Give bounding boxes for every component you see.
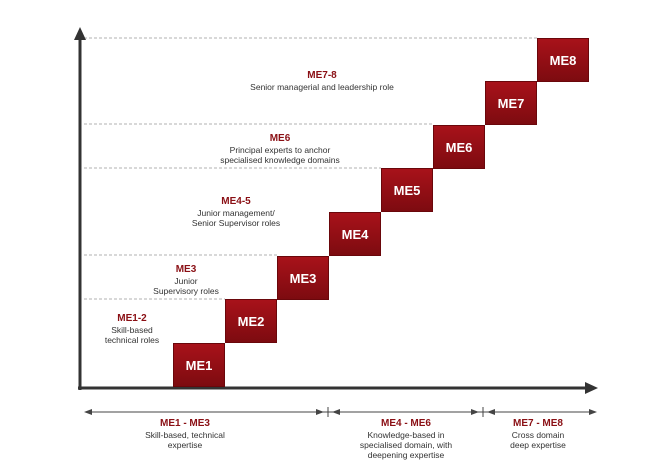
band-code: ME4 - ME6 [380,418,431,429]
step-me8: ME8 [537,38,589,82]
level-me1-2: ME1-2 Skill-based technical roles [42,313,222,345]
band-desc: Skill-based, technical expertise [145,430,225,450]
band-desc: Cross domain deep expertise [510,430,566,450]
level-desc: Skill-based technical roles [104,325,160,345]
level-desc: Junior Supervisory roles [153,276,219,296]
band-code: ME7 - ME8 [512,418,563,429]
step-me7: ME7 [485,81,537,125]
band-arrow-left [84,409,92,415]
level-me7-8: ME7-8 Senior managerial and leadership r… [222,70,422,92]
step-me5: ME5 [381,168,433,212]
level-code: ME7-8 [307,70,337,81]
level-desc: Principal experts to anchor specialised … [220,145,340,165]
step-me3: ME3 [277,256,329,300]
step-me4: ME4 [329,212,381,256]
band-me7-me8: ME7 - ME8 Cross domain deep expertise [488,418,588,450]
level-code: ME3 [175,264,197,275]
band-me4-me6: ME4 - ME6 Knowledge-based in specialised… [336,418,476,460]
band-desc: Knowledge-based in specialised domain, w… [359,430,453,460]
band-me1-me3: ME1 - ME3 Skill-based, technical experti… [120,418,250,450]
level-me4-5: ME4-5 Junior management/ Senior Supervis… [146,196,326,228]
step-me6: ME6 [433,125,485,169]
level-desc: Junior management/ Senior Supervisor rol… [191,208,281,228]
band-arrow-mid2-left [471,409,479,415]
level-code: ME6 [269,133,291,144]
y-axis-arrowhead [74,27,86,40]
step-me1: ME1 [173,343,225,387]
level-desc: Senior managerial and leadership role [250,82,394,92]
band-arrow-mid1-right [332,409,340,415]
x-axis-arrowhead [585,382,598,394]
band-arrow-mid1-left [316,409,324,415]
band-arrow-right [589,409,597,415]
band-code: ME1 - ME3 [159,418,210,429]
level-me3: ME3 Junior Supervisory roles [96,264,276,296]
level-code: ME4-5 [221,196,251,207]
level-code: ME1-2 [117,313,147,324]
band-arrow-mid2-right [487,409,495,415]
step-me2: ME2 [225,299,277,343]
level-me6: ME6 Principal experts to anchor speciali… [190,133,370,165]
